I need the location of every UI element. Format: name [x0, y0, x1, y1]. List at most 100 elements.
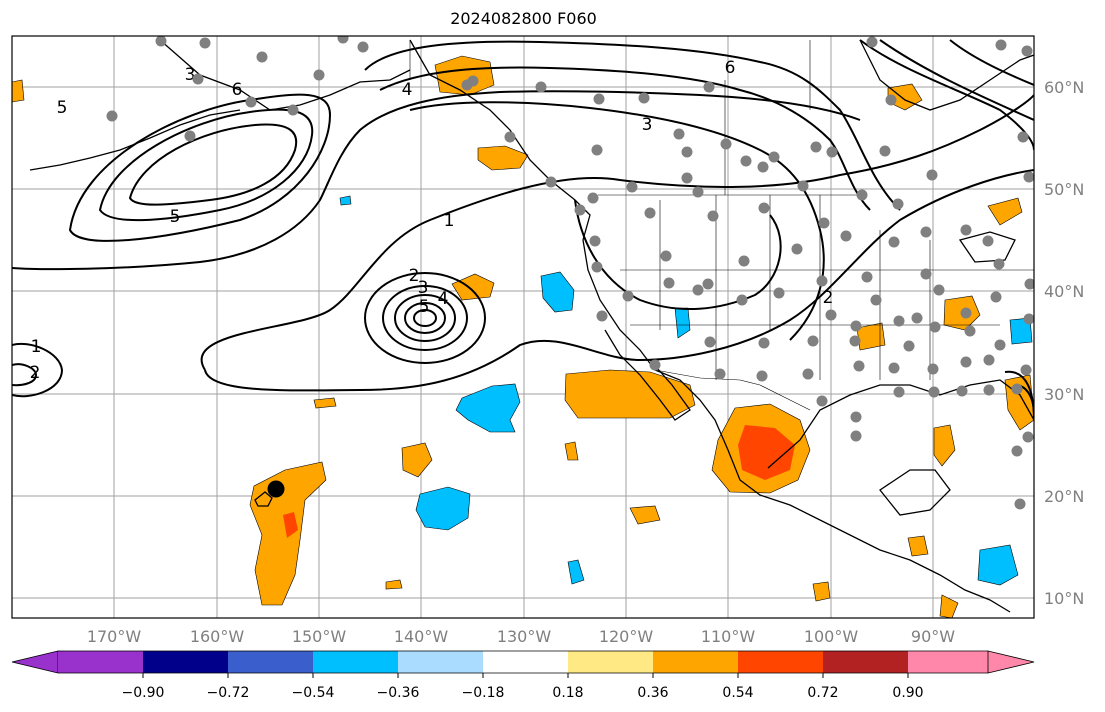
colorbar-segment [143, 651, 228, 673]
anomaly-fills [12, 55, 1034, 618]
contour-label-1-west: 1 [31, 337, 42, 357]
colorbar-extend-high [987, 650, 1035, 674]
contour-label-3-low: 3 [418, 278, 429, 298]
contour-low-3 [394, 294, 456, 342]
colorbar-segment [568, 651, 653, 673]
contour-alaska-ridge-1 [364, 40, 901, 211]
negative-area-c [540, 271, 575, 313]
colorbar-extend-low [11, 650, 59, 674]
contour-aleutian-1 [12, 90, 861, 271]
gulf-coast [767, 379, 1034, 469]
lon-label: 110°W [701, 627, 756, 646]
station-dots [106, 36, 1034, 510]
hawaii-islands [254, 491, 273, 507]
patch-l [385, 579, 403, 590]
map-frame [11, 35, 1035, 619]
colorbar: −0.90 −0.72 −0.54 −0.36 −0.18 0.18 0.36 … [11, 650, 1035, 701]
contour-pacific-trough-inner [204, 169, 1034, 392]
contour-label-3-aleutian: 3 [185, 65, 196, 85]
colorbar-tick-label: −0.54 [292, 685, 335, 701]
patch-j [12, 79, 25, 103]
contour-label-4-alaska: 4 [402, 80, 413, 100]
contour-label-1-pacific: 1 [444, 211, 455, 231]
colorbar-tick-label: 0.72 [807, 685, 838, 701]
mexico-strong-area [738, 425, 795, 480]
lat-label: 30°N [1044, 385, 1084, 404]
great-lakes [958, 231, 1016, 263]
colorbar-tick-label: −0.18 [462, 685, 505, 701]
colorbar-segment [738, 651, 823, 673]
lat-label: 20°N [1044, 487, 1084, 506]
contour-east-2 [879, 39, 1034, 121]
lat-label: 50°N [1044, 180, 1084, 199]
lat-label: 40°N [1044, 282, 1084, 301]
contour-low-5 [413, 309, 437, 327]
baja-positive-area [564, 369, 696, 419]
contour-left-low-2 [12, 363, 38, 387]
contour-label-6-aleutian: 6 [232, 80, 243, 100]
negative-area-d [674, 307, 691, 339]
patch-o [939, 594, 959, 618]
alaska-coast [159, 39, 411, 111]
yucatan [879, 469, 951, 516]
lat-label: 10°N [1044, 589, 1084, 608]
patch-n [907, 535, 929, 557]
patch-d [933, 424, 956, 467]
colorbar-segment [653, 651, 738, 673]
patch-b [629, 505, 661, 525]
contour-label-5-aleutian: 5 [170, 207, 181, 227]
patch-m [313, 397, 337, 409]
colorbar-tick-label: 0.54 [722, 685, 753, 701]
lon-label: 170°W [87, 627, 142, 646]
patch-k [564, 441, 579, 461]
contour-label-2-plains: 2 [823, 288, 834, 308]
lon-label: 120°W [599, 627, 654, 646]
contour-labels: 6 6 5 5 5 4 4 3 3 3 2 2 2 1 1 [30, 58, 834, 383]
bc-positive-area [477, 145, 529, 171]
contour-western-trough [574, 199, 782, 311]
negative-area-a [455, 383, 521, 433]
patch-c [812, 581, 831, 602]
latitude-labels: 60°N 50°N 40°N 30°N 20°N 10°N [1044, 78, 1084, 608]
lon-label: 140°W [394, 627, 449, 646]
contour-low-1 [364, 272, 486, 364]
negative-area-b [415, 486, 471, 531]
height-contours [12, 39, 1034, 421]
contour-label-6-alaska: 6 [725, 58, 736, 78]
contour-label-2-west: 2 [30, 363, 41, 383]
hawaii-strong-area [283, 512, 298, 538]
lat-label: 60°N [1044, 78, 1084, 97]
colorbar-tick-label: −0.90 [122, 685, 165, 701]
contour-label-4-low: 4 [438, 289, 449, 309]
contour-pacific-trough [200, 94, 1034, 371]
contour-alaska-ridge-3 [409, 101, 825, 341]
lon-label: 160°W [190, 627, 245, 646]
colorbar-segment [398, 651, 483, 673]
contour-aleutian-2 [68, 93, 332, 242]
lon-label: 130°W [497, 627, 552, 646]
colorbar-segment [823, 651, 908, 673]
colorbar-segment [313, 651, 398, 673]
contour-label-2-low: 2 [409, 266, 420, 286]
patch-i [987, 197, 1023, 226]
colorbar-segment [483, 651, 568, 673]
contour-label-5-west: 5 [57, 98, 68, 118]
colorbar-tick-label: −0.36 [377, 685, 420, 701]
contour-label-5-low: 5 [419, 297, 430, 317]
lon-label: 100°W [804, 627, 859, 646]
hudson-bay [859, 39, 1034, 111]
colorbar-tick-label: 0.90 [892, 685, 923, 701]
offshore-positive-area [451, 273, 495, 301]
colorbar-tick-label: −0.72 [207, 685, 250, 701]
north-america-west-coast [409, 39, 1011, 613]
contour-low-2 [382, 285, 468, 351]
contour-left-low [12, 342, 64, 398]
negative-area-e [977, 544, 1019, 586]
contour-east-3 [949, 39, 1034, 86]
contour-aleutian-4 [128, 123, 298, 206]
contour-aleutian-3 [98, 108, 314, 222]
colorbar-segment [228, 651, 313, 673]
patch-a [401, 442, 433, 478]
contour-label-3-canada: 3 [642, 115, 653, 135]
